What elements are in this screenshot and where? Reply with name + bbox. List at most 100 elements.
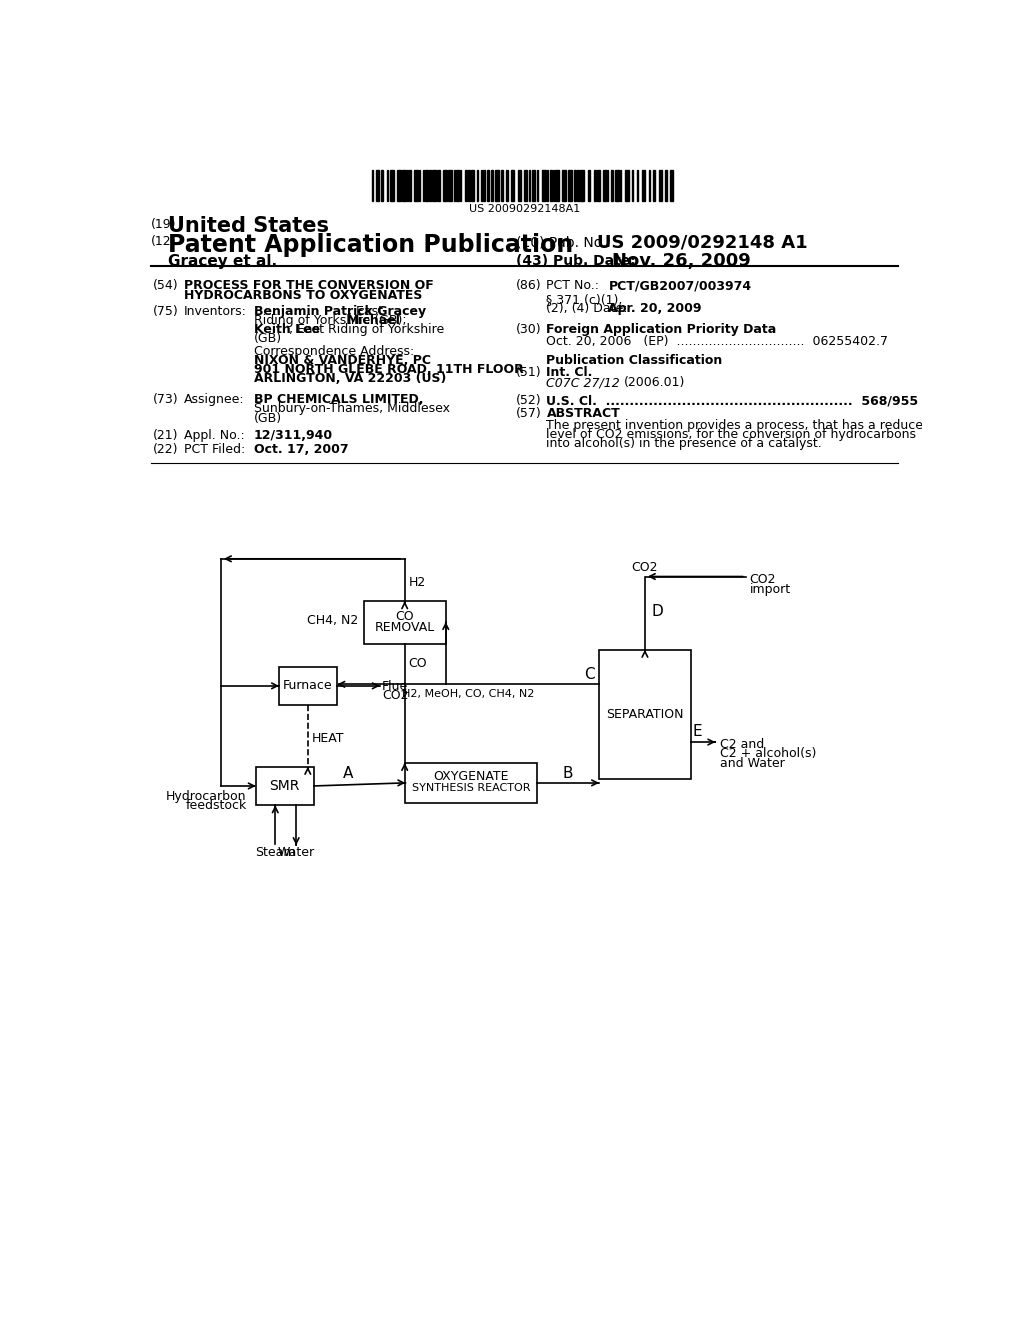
Text: Nov. 26, 2009: Nov. 26, 2009 bbox=[612, 252, 752, 269]
Text: (73): (73) bbox=[153, 393, 178, 407]
Text: SEPARATION: SEPARATION bbox=[606, 708, 684, 721]
Text: Riding of Yorkshire (GB);: Riding of Yorkshire (GB); bbox=[254, 314, 411, 327]
Text: (19): (19) bbox=[152, 218, 177, 231]
Bar bbox=[372, 170, 374, 201]
Bar bbox=[621, 170, 622, 201]
Text: C2 and: C2 and bbox=[720, 738, 764, 751]
Bar bbox=[471, 170, 474, 201]
Text: (54): (54) bbox=[153, 280, 178, 292]
Bar bbox=[632, 170, 634, 201]
Bar bbox=[443, 170, 446, 201]
Bar bbox=[460, 170, 461, 201]
Bar bbox=[365, 601, 445, 644]
Text: Oct. 17, 2007: Oct. 17, 2007 bbox=[254, 444, 348, 457]
Bar bbox=[599, 649, 690, 779]
Text: Water: Water bbox=[278, 846, 314, 859]
Bar bbox=[577, 170, 580, 201]
Text: import: import bbox=[750, 582, 791, 595]
Text: Sunbury-on-Thames, Middlesex: Sunbury-on-Thames, Middlesex bbox=[254, 403, 450, 416]
Text: PCT Filed:: PCT Filed: bbox=[183, 444, 245, 457]
Bar bbox=[652, 170, 655, 201]
Text: PROCESS FOR THE CONVERSION OF: PROCESS FOR THE CONVERSION OF bbox=[183, 280, 433, 292]
Text: , East: , East bbox=[348, 305, 383, 318]
Text: (51): (51) bbox=[515, 367, 541, 379]
Text: CH4, N2: CH4, N2 bbox=[307, 614, 358, 627]
Bar bbox=[480, 170, 481, 201]
Bar bbox=[542, 170, 546, 201]
Text: HEAT: HEAT bbox=[311, 733, 344, 744]
Bar bbox=[615, 170, 618, 201]
Bar bbox=[423, 170, 424, 201]
Text: US 20090292148A1: US 20090292148A1 bbox=[469, 203, 581, 214]
Text: 12/311,940: 12/311,940 bbox=[254, 429, 333, 442]
Text: (10) Pub. No.:: (10) Pub. No.: bbox=[515, 235, 610, 249]
Text: 901 NORTH GLEBE ROAD, 11TH FLOOR: 901 NORTH GLEBE ROAD, 11TH FLOOR bbox=[254, 363, 523, 376]
Bar bbox=[495, 170, 499, 201]
Text: Apr. 20, 2009: Apr. 20, 2009 bbox=[608, 302, 702, 315]
Bar bbox=[642, 170, 645, 201]
Text: (2006.01): (2006.01) bbox=[624, 376, 685, 389]
Text: C07C 27/12: C07C 27/12 bbox=[547, 376, 621, 389]
Bar bbox=[568, 170, 572, 201]
Text: (86): (86) bbox=[515, 280, 541, 292]
Bar bbox=[483, 170, 485, 201]
Bar bbox=[454, 170, 456, 201]
Text: Steam: Steam bbox=[255, 846, 296, 859]
Bar bbox=[432, 170, 436, 201]
Bar bbox=[588, 170, 590, 201]
Text: CO: CO bbox=[409, 657, 427, 671]
Bar bbox=[665, 170, 668, 201]
Text: Appl. No.:: Appl. No.: bbox=[183, 429, 245, 442]
Text: NIXON & VANDERHYE, PC: NIXON & VANDERHYE, PC bbox=[254, 354, 430, 367]
Text: Hydrocarbon: Hydrocarbon bbox=[166, 789, 247, 803]
Bar bbox=[532, 170, 535, 201]
Bar bbox=[547, 170, 548, 201]
Bar bbox=[477, 170, 478, 201]
Text: PCT No.:: PCT No.: bbox=[547, 280, 599, 292]
Bar bbox=[415, 170, 418, 201]
Bar bbox=[468, 170, 470, 201]
Bar bbox=[492, 170, 493, 201]
Bar bbox=[437, 170, 439, 201]
Text: (43) Pub. Date:: (43) Pub. Date: bbox=[515, 253, 635, 268]
Bar bbox=[419, 170, 420, 201]
Text: United States: United States bbox=[168, 216, 330, 236]
Bar bbox=[406, 763, 538, 803]
Bar bbox=[425, 170, 427, 201]
Text: Publication Classification: Publication Classification bbox=[547, 354, 723, 367]
Text: A: A bbox=[343, 766, 353, 781]
Text: The present invention provides a process, that has a reduced: The present invention provides a process… bbox=[547, 418, 932, 432]
Bar bbox=[658, 170, 663, 201]
Bar bbox=[408, 170, 409, 201]
Text: Keith Lee: Keith Lee bbox=[254, 323, 319, 337]
Text: US 2009/0292148 A1: US 2009/0292148 A1 bbox=[597, 234, 808, 251]
Bar bbox=[528, 170, 529, 201]
Text: SYNTHESIS REACTOR: SYNTHESIS REACTOR bbox=[412, 783, 530, 793]
Text: (57): (57) bbox=[515, 407, 542, 420]
Bar bbox=[501, 170, 504, 201]
Text: § 371 (c)(1),: § 371 (c)(1), bbox=[547, 293, 623, 306]
Text: Int. Cl.: Int. Cl. bbox=[547, 367, 593, 379]
Text: Michael: Michael bbox=[346, 314, 400, 327]
Bar bbox=[581, 170, 584, 201]
Text: Correspondence Address:: Correspondence Address: bbox=[254, 345, 414, 358]
Text: (30): (30) bbox=[515, 323, 541, 337]
Text: Assignee:: Assignee: bbox=[183, 393, 245, 407]
Text: D: D bbox=[651, 603, 664, 619]
Bar bbox=[610, 170, 613, 201]
Text: ARLINGTON, VA 22203 (US): ARLINGTON, VA 22203 (US) bbox=[254, 372, 445, 385]
Bar bbox=[538, 170, 539, 201]
Text: CO2: CO2 bbox=[632, 561, 658, 574]
Bar bbox=[562, 170, 566, 201]
Bar bbox=[603, 170, 606, 201]
Text: CO2: CO2 bbox=[750, 573, 776, 586]
Text: B: B bbox=[563, 766, 573, 781]
Text: (21): (21) bbox=[153, 429, 178, 442]
Bar bbox=[447, 170, 452, 201]
Text: H2: H2 bbox=[409, 576, 426, 589]
Text: (2), (4) Date:: (2), (4) Date: bbox=[547, 302, 628, 315]
Bar bbox=[465, 170, 467, 201]
Text: REMOVAL: REMOVAL bbox=[375, 620, 435, 634]
Text: Furnace: Furnace bbox=[283, 680, 333, 693]
Text: ABSTRACT: ABSTRACT bbox=[547, 407, 621, 420]
